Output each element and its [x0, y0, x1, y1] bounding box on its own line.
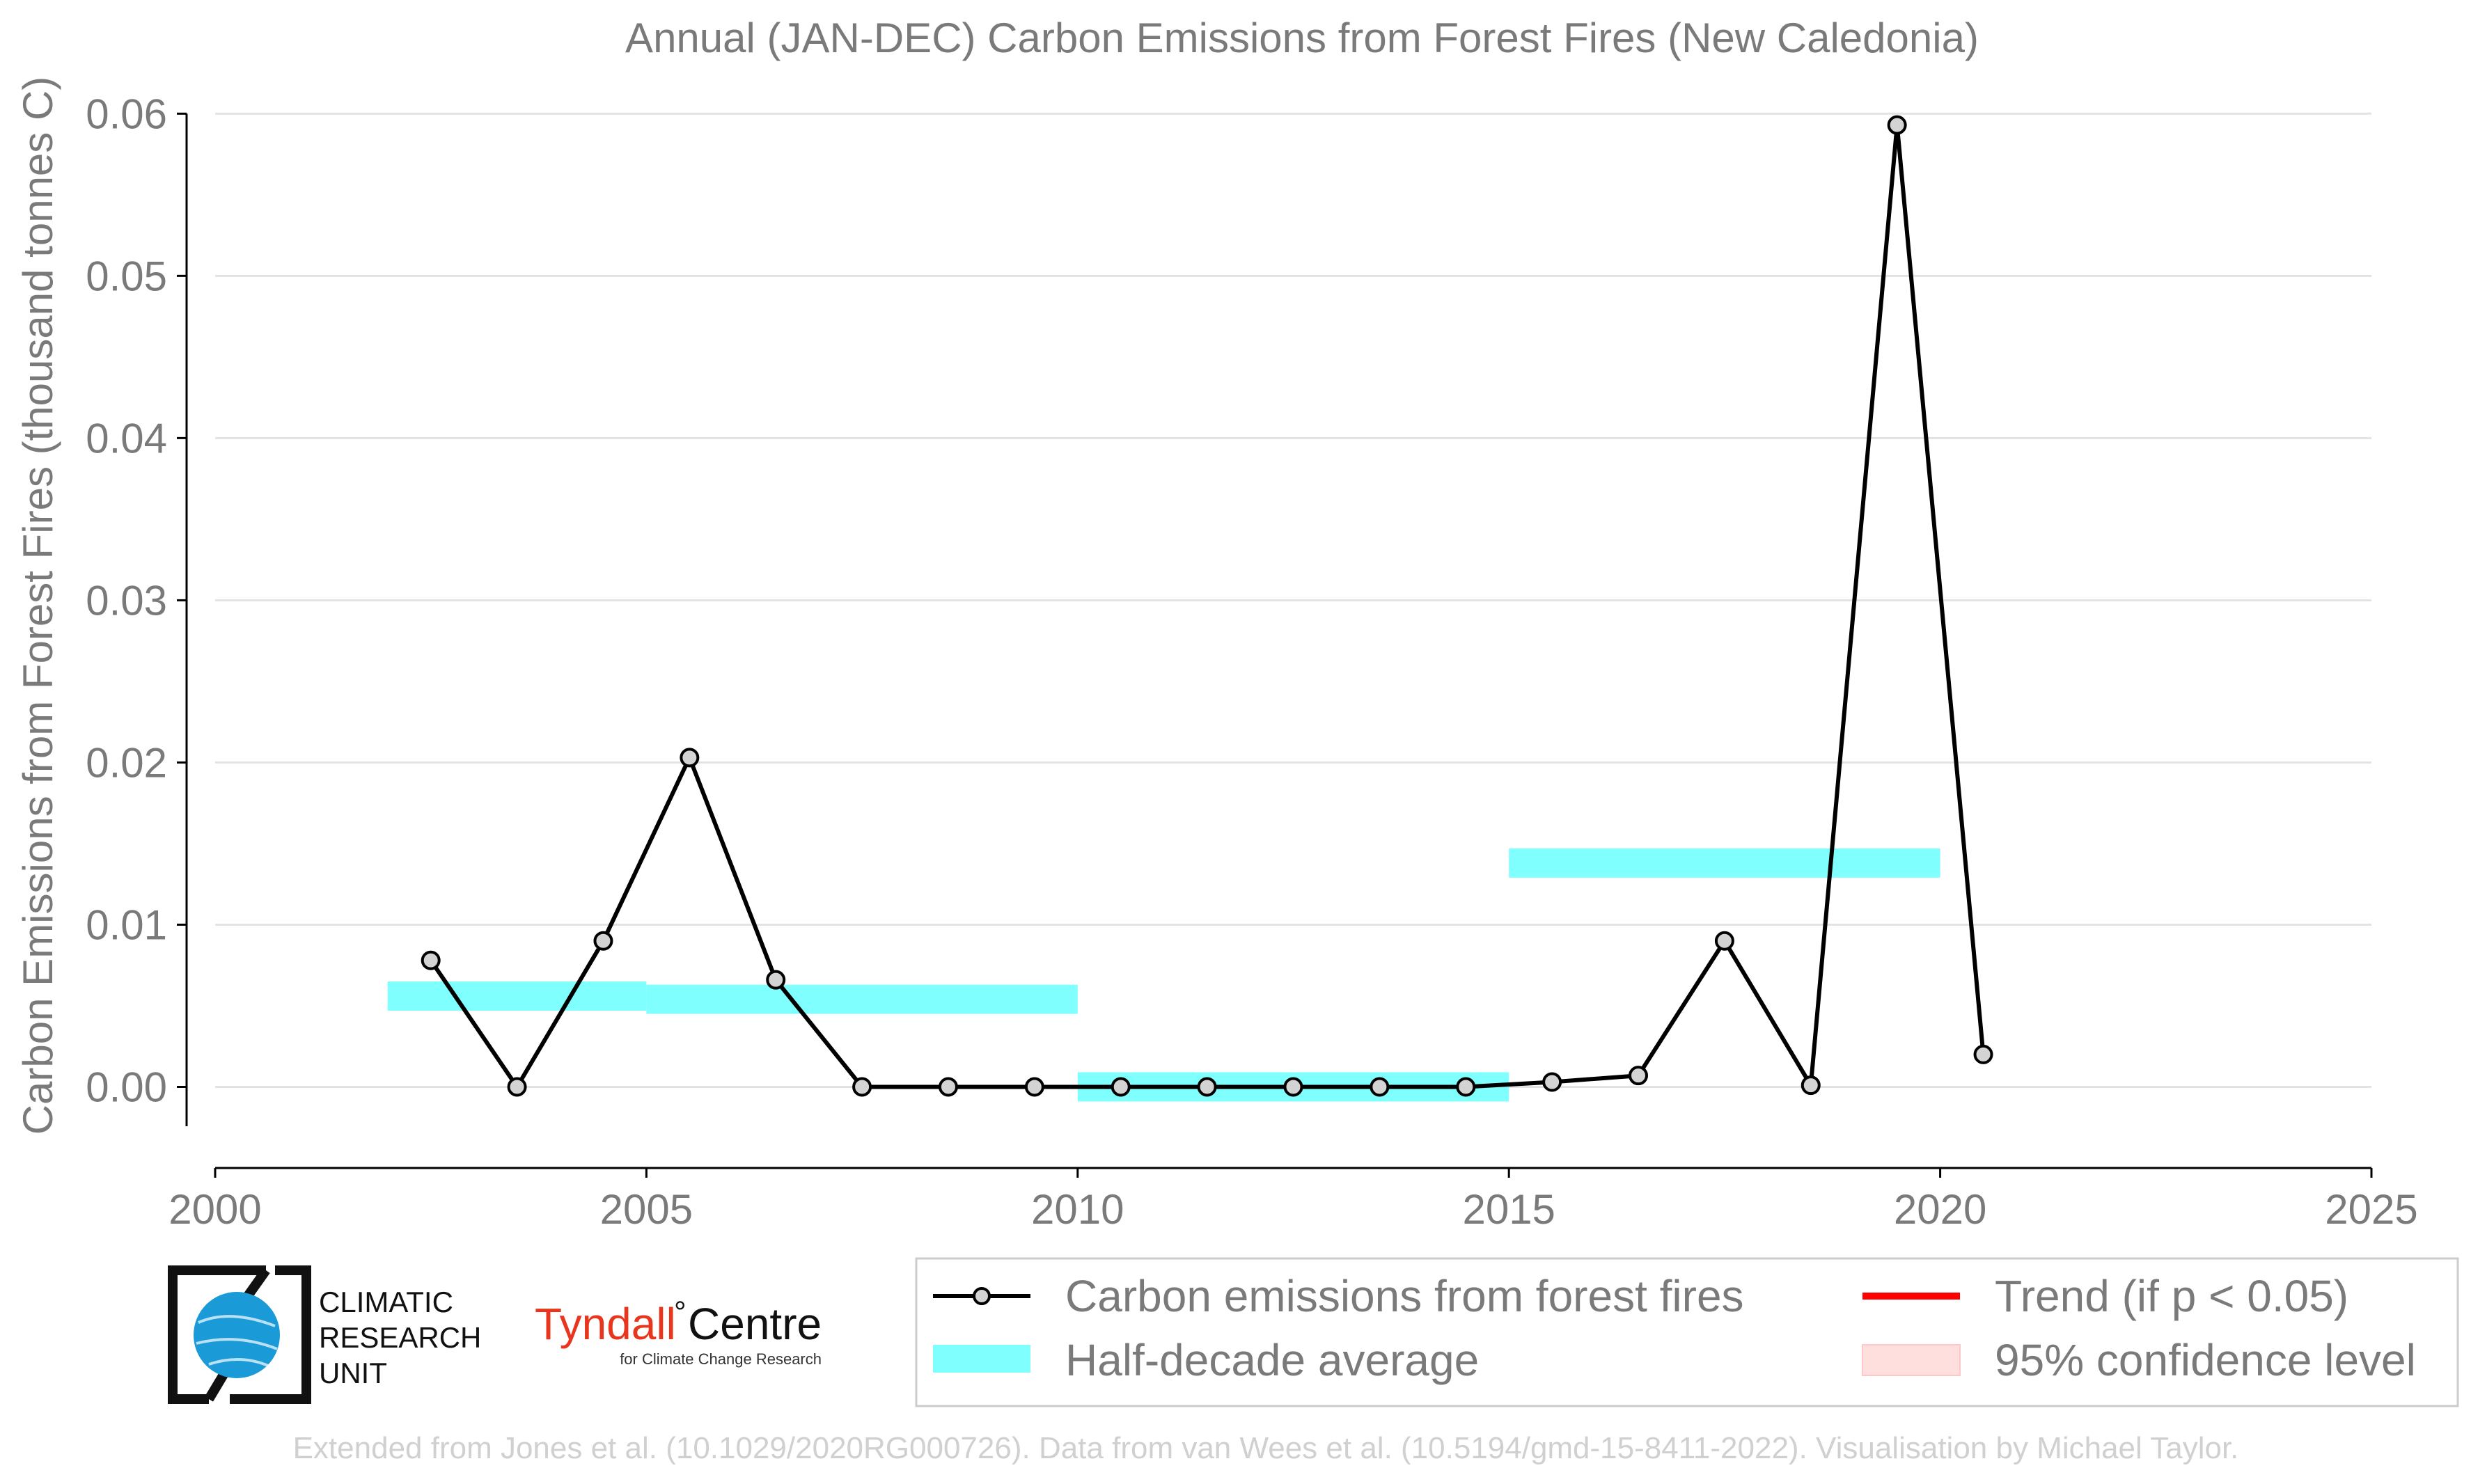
legend-entry-average: Half-decade average — [933, 1335, 1479, 1385]
legend-label-emissions: Carbon emissions from forest fires — [1065, 1271, 1744, 1321]
legend-average-swatch — [933, 1345, 1030, 1373]
data-point-18 — [1973, 1044, 1993, 1064]
legend-label-average: Half-decade average — [1065, 1335, 1479, 1385]
legend-box — [915, 1257, 2459, 1407]
data-point-6 — [938, 1077, 958, 1097]
axes — [185, 113, 2371, 1169]
globe-swirl-icon — [196, 1315, 278, 1367]
tyndall-degree: ° — [674, 1295, 687, 1329]
legend-label-confidence: 95% confidence level — [1995, 1335, 2416, 1385]
footer-credits: Extended from Jones et al. (10.1029/2020… — [293, 1431, 2239, 1465]
x-tick-label-1: 2005 — [600, 1186, 693, 1233]
data-point-8 — [1111, 1077, 1131, 1097]
y-tick-label-4: 0.04 — [86, 415, 167, 461]
data-point-5 — [852, 1077, 872, 1097]
data-point-10 — [1283, 1077, 1303, 1097]
legend-marker-swatch — [973, 1287, 991, 1305]
data-point-3 — [680, 748, 700, 768]
y-tick-label-3: 0.03 — [86, 577, 167, 624]
y-tick-label-5: 0.05 — [86, 253, 167, 299]
cru-logo: CLIMATIC RESEARCH UNIT — [168, 1265, 481, 1404]
legend-label-trend: Trend (if p < 0.05) — [1995, 1271, 2348, 1321]
half-decade-bar-0 — [387, 981, 647, 1011]
half-decade-average-bars — [387, 848, 1940, 1102]
data-point-15 — [1714, 931, 1734, 951]
legend-entry-trend: Trend (if p < 0.05) — [1862, 1271, 2348, 1321]
legend-confidence-swatch — [1862, 1344, 1961, 1376]
data-point-13 — [1542, 1072, 1562, 1092]
cru-line-1: CLIMATIC — [319, 1286, 453, 1318]
data-point-9 — [1197, 1077, 1217, 1097]
cru-line-2: RESEARCH — [319, 1321, 481, 1354]
legend-entry-confidence: 95% confidence level — [1862, 1335, 2416, 1385]
x-tick-label-5: 2025 — [2325, 1186, 2417, 1233]
y-tick-label-0: 0.00 — [86, 1064, 167, 1110]
data-point-17 — [1887, 115, 1907, 135]
legend-entry-emissions: Carbon emissions from forest fires — [933, 1271, 1744, 1321]
tyndall-logo: Tyndall ° Centre for Climate Change Rese… — [535, 1295, 822, 1368]
legend: Carbon emissions from forest fires Trend… — [915, 1257, 2459, 1407]
data-point-1 — [507, 1077, 527, 1097]
series-line-0 — [429, 123, 1986, 1089]
gridlines — [215, 112, 2371, 1088]
data-point-16 — [1801, 1075, 1821, 1096]
data-point-2 — [593, 931, 613, 951]
x-tick-label-2: 2010 — [1031, 1186, 1124, 1233]
cru-line-3: UNIT — [319, 1357, 387, 1389]
emissions-series — [421, 115, 1993, 1097]
tyndall-word: Tyndall — [535, 1299, 676, 1349]
chart-title: Annual (JAN-DEC) Carbon Emissions from F… — [625, 15, 1979, 61]
tick-labels: 2000 2005 2010 2015 2020 2025 0.00 0.01 0.02 0.03… — [86, 90, 2418, 1233]
y-tick-label-6: 0.06 — [86, 90, 167, 137]
x-tick-label-4: 2020 — [1894, 1186, 1986, 1233]
data-point-14 — [1629, 1066, 1649, 1086]
y-tick-label-2: 0.02 — [86, 739, 167, 786]
half-decade-bar-1 — [646, 984, 1078, 1014]
data-point-11 — [1370, 1077, 1390, 1097]
y-axis-label: Carbon Emissions from Forest Fires (thou… — [15, 77, 61, 1135]
cru-frame-icon — [168, 1265, 311, 1404]
tyndall-subtitle: for Climate Change Research — [620, 1350, 822, 1368]
half-decade-bar-3 — [1509, 848, 1940, 878]
globe-icon — [194, 1292, 280, 1378]
data-point-4 — [766, 970, 786, 990]
x-tick-label-3: 2015 — [1462, 1186, 1555, 1233]
x-tick-label-0: 2000 — [168, 1186, 261, 1233]
data-point-0 — [421, 950, 441, 970]
data-point-12 — [1456, 1077, 1476, 1097]
y-tick-label-1: 0.01 — [86, 901, 167, 948]
tyndall-centre-word: Centre — [688, 1299, 822, 1349]
data-point-7 — [1024, 1077, 1044, 1097]
